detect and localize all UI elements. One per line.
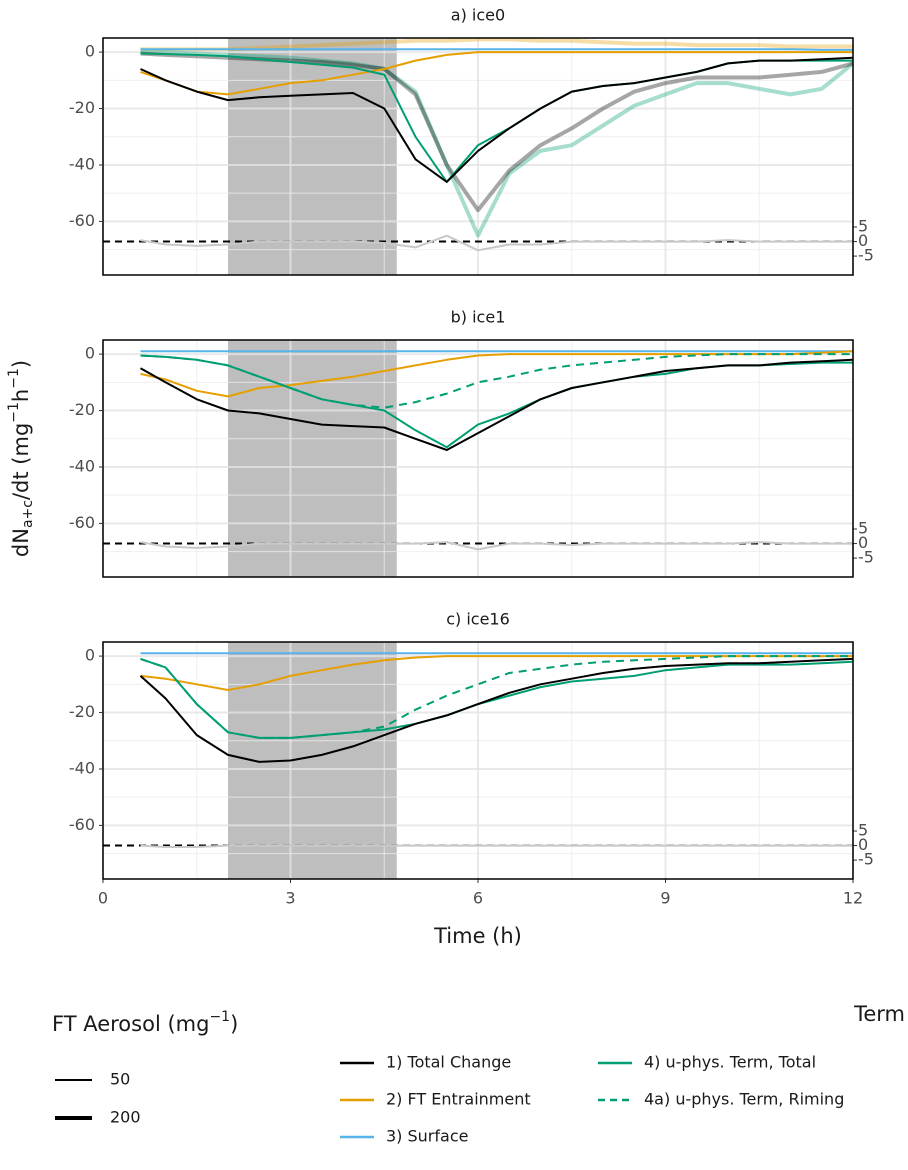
y-axis-title-part: −1: [6, 368, 22, 389]
shade: [228, 38, 397, 275]
x-tick-label: 12: [843, 889, 863, 908]
series-line: [140, 657, 854, 739]
legend-title: Term: [853, 1002, 905, 1026]
y2-tick-label: 0: [858, 533, 868, 552]
y2-tick-label: 5: [858, 821, 868, 840]
legend-title-part: ): [230, 1012, 238, 1036]
y2-tick-label: -5: [858, 548, 874, 567]
y-tick-label: -60: [69, 815, 95, 834]
series-line: [140, 37, 853, 52]
y2-tick-label: 5: [858, 519, 868, 538]
panel-border: [102, 339, 854, 578]
y-tick-label: 0: [85, 42, 95, 61]
y-tick-label: -40: [69, 456, 95, 475]
legend-label: 3) Surface: [386, 1127, 468, 1146]
panel-title: c) ice16: [446, 610, 510, 629]
y2-tick-label: 0: [858, 231, 868, 250]
y2-tick-label: 0: [858, 835, 868, 854]
x-tick-label: 6: [473, 889, 483, 908]
series-line: [140, 48, 853, 51]
legend-title-part: −1: [209, 1009, 230, 1025]
legend-label: 200: [110, 1108, 141, 1127]
legend-label: 2) FT Entrainment: [386, 1090, 531, 1109]
y-axis-title-part: a+c: [20, 500, 36, 528]
y-tick-label: -20: [69, 400, 95, 419]
y-tick-label: 0: [85, 646, 95, 665]
series-line: [140, 50, 855, 238]
y-axis-title-part: dN: [9, 528, 33, 557]
panel-title: b) ice1: [451, 308, 506, 327]
x-tick-label: 3: [285, 889, 295, 908]
y2-tick-label: -5: [858, 246, 874, 265]
y-axis-title-part: h: [9, 389, 33, 402]
y-axis-title-part: −1: [6, 402, 22, 423]
y-axis-title: dNa+c/dt (mg−1h−1): [6, 360, 36, 557]
y-tick-label: -60: [69, 513, 95, 532]
legend-title-part: FT Aerosol (mg: [52, 1012, 209, 1036]
series-line: [140, 844, 853, 848]
series-line: [140, 234, 853, 252]
y2-tick-label: -5: [858, 850, 874, 869]
series-line: [140, 56, 854, 183]
legend-label: 4) u-phys. Term, Total: [644, 1053, 816, 1072]
y-tick-label: -40: [69, 154, 95, 173]
series-line: [140, 541, 853, 551]
y-axis-title-part: ): [9, 360, 33, 368]
y2-tick-label: 5: [858, 217, 868, 236]
series-line: [140, 358, 854, 451]
panel-border: [102, 37, 854, 276]
x-tick-label: 0: [98, 889, 108, 908]
series-line: [140, 51, 853, 96]
x-tick-label: 9: [660, 889, 670, 908]
panel-title: a) ice0: [451, 6, 505, 25]
legend-title: FT Aerosol (mg−1): [52, 1009, 238, 1036]
legend-label: 50: [110, 1070, 130, 1089]
series-line: [139, 657, 854, 763]
y-axis-title-part: /dt (mg: [9, 423, 33, 500]
y-tick-label: -40: [69, 758, 95, 777]
y-tick-label: 0: [85, 344, 95, 363]
y-tick-label: -20: [69, 98, 95, 117]
legend-label: 4a) u-phys. Term, Riming: [644, 1090, 844, 1109]
shade: [228, 340, 397, 577]
x-axis-title: Time (h): [433, 924, 522, 948]
y-tick-label: -60: [69, 211, 95, 230]
panel-border: [102, 641, 854, 880]
legend-label: 1) Total Change: [386, 1053, 511, 1072]
y-tick-label: -20: [69, 702, 95, 721]
